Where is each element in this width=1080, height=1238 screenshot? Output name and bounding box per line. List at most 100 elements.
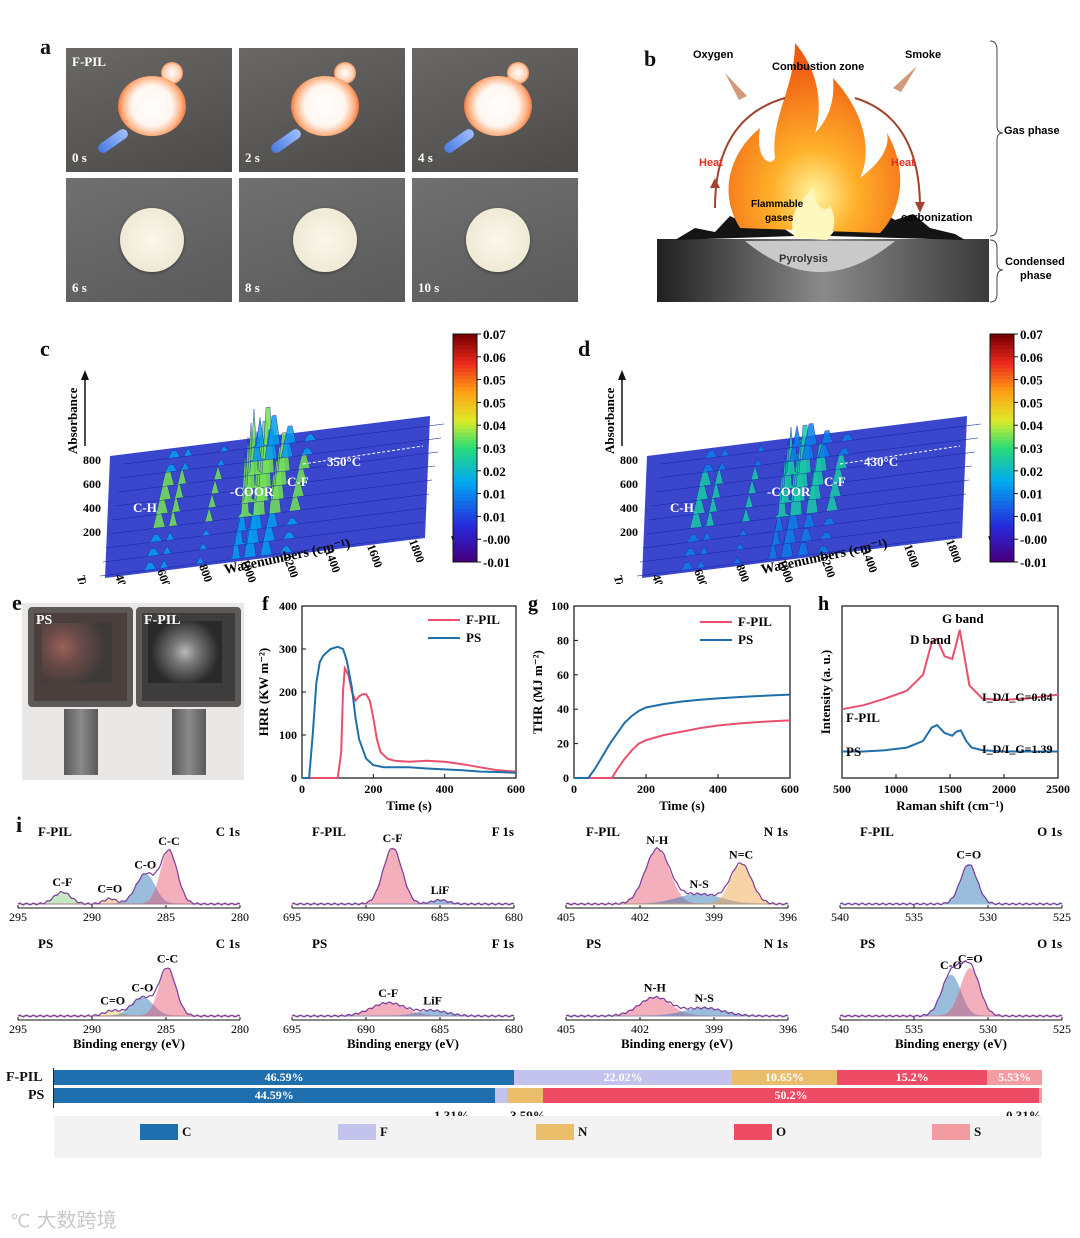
colorbar-cell	[453, 353, 477, 358]
peak-label: N-S	[694, 991, 714, 1005]
time-label: 6 s	[72, 280, 87, 295]
time-label: 10 s	[418, 280, 440, 295]
colorbar-cell	[990, 432, 1014, 438]
colorbar-cell	[990, 539, 1014, 544]
element-label: O 1s	[1037, 824, 1062, 839]
colorbar-tick-label: 0.05	[483, 373, 506, 388]
element-label: F 1s	[492, 824, 514, 839]
oxygen-arrow-icon	[725, 73, 747, 100]
x-tick-label: 540	[831, 910, 849, 924]
colorbar-cell	[453, 512, 477, 517]
x-tick-label: 540	[831, 1022, 849, 1036]
colorbar-cell	[990, 379, 1014, 384]
colorbar-cell	[990, 372, 1014, 377]
y-tick-label: 100	[551, 599, 569, 613]
element-label: F 1s	[492, 936, 514, 951]
colorbar-cell	[990, 356, 1014, 362]
y-tick-label: 600	[620, 477, 638, 491]
bar-segment-S: 5.53%	[987, 1070, 1042, 1085]
sample-label: PS	[860, 936, 875, 951]
x-tick-label: 396	[779, 910, 797, 924]
colorbar-tick-label: 0.01	[1020, 509, 1043, 524]
extinguished-sample-icon	[120, 208, 184, 272]
colorbar-cell	[453, 410, 477, 415]
burning-sample-icon	[118, 76, 186, 136]
envelope-line	[565, 846, 789, 906]
colorbar-cell	[453, 527, 477, 533]
colorbar-cell	[453, 356, 477, 362]
colorbar-cell	[990, 436, 1014, 441]
fitted-peak	[292, 847, 514, 905]
peak-label: C-O	[131, 981, 153, 995]
colorbar-cell	[990, 463, 1014, 468]
y-axis-label: Temperature (°C)	[611, 574, 641, 584]
x-tick-label: 695	[283, 1022, 301, 1036]
series-label: PS	[846, 744, 861, 759]
envelope-line	[17, 967, 241, 1018]
colorbar-cell	[990, 444, 1014, 449]
colorbar-cell	[453, 406, 477, 411]
legend-label-S: S	[974, 1124, 982, 1139]
ftir-ridge	[654, 424, 976, 493]
colorbar-cell	[990, 508, 1014, 514]
smoke-arrow-icon	[893, 66, 917, 92]
x-tick-label: 405	[557, 910, 575, 924]
flame-icon	[728, 43, 901, 233]
colorbar-cell	[990, 387, 1014, 392]
legend-label: F-PIL	[466, 612, 500, 627]
x-tick-label: 200	[364, 782, 382, 796]
label-oxygen: Oxygen	[693, 49, 734, 61]
colorbar-cell	[990, 429, 1014, 434]
bar-segment-O: 15.2%	[837, 1070, 988, 1085]
y-tick-label: 80	[557, 633, 569, 647]
peak-label: C=O	[100, 994, 125, 1008]
colorbar-tick-label: 0.04	[483, 418, 506, 433]
extinguished-sample-icon	[293, 208, 357, 272]
colorbar-cell	[453, 543, 477, 548]
colorbar-cell	[990, 505, 1014, 510]
x-tick-label: 690	[357, 910, 375, 924]
label-smoke: Smoke	[905, 49, 941, 61]
annotation: I_D/I_G=1.39	[982, 742, 1053, 756]
label-heat-left: Heat	[699, 157, 723, 169]
colorbar-cell	[990, 531, 1014, 536]
y-tick-label: 60	[557, 668, 569, 682]
x-tick-label: 600	[781, 782, 799, 796]
x-tick-label: 1800	[406, 537, 427, 564]
colorbar-tick-label: -0.01	[1020, 555, 1047, 570]
colorbar-cell	[453, 345, 477, 350]
peak-label: N-S	[690, 877, 710, 891]
panel-a-frame: 6 s	[66, 178, 232, 302]
colorbar-cell	[990, 375, 1014, 381]
colorbar-cell	[453, 531, 477, 536]
colorbar-cell	[990, 353, 1014, 358]
x-tick-label: 285	[157, 1022, 175, 1036]
colorbar-cell	[453, 546, 477, 552]
colorbar-cell	[990, 524, 1014, 529]
x-tick-label: 535	[905, 1022, 923, 1036]
colorbar-cell	[990, 474, 1014, 479]
colorbar-cell	[453, 448, 477, 453]
x-tick-label: 400	[709, 782, 727, 796]
panel-b-letter: b	[644, 46, 657, 71]
x-tick-label: 200	[637, 782, 655, 796]
label-gases: gases	[765, 213, 794, 224]
colorbar-cell	[990, 368, 1014, 373]
x-tick-label: 280	[231, 910, 249, 924]
bar-fpil: 46.59% 22.02% 10.65% 15.2% 5.53%	[54, 1070, 1042, 1085]
colorbar-cell	[990, 527, 1014, 533]
colorbar-cell	[990, 535, 1014, 540]
x-axis-label: Raman shift (cm⁻¹)	[896, 798, 1004, 813]
sample-label: PS	[312, 936, 327, 951]
peak-label: C-F	[378, 986, 398, 1000]
series-line	[574, 693, 791, 779]
colorbar-cell	[990, 470, 1014, 476]
colorbar-cell	[990, 349, 1014, 354]
colorbar-cell	[453, 372, 477, 377]
axis-line	[53, 1068, 54, 1108]
temp-guide-line	[302, 445, 424, 465]
colorbar-cell	[453, 558, 477, 563]
element-label: C 1s	[216, 936, 240, 951]
peak-label: C=O	[97, 882, 122, 896]
